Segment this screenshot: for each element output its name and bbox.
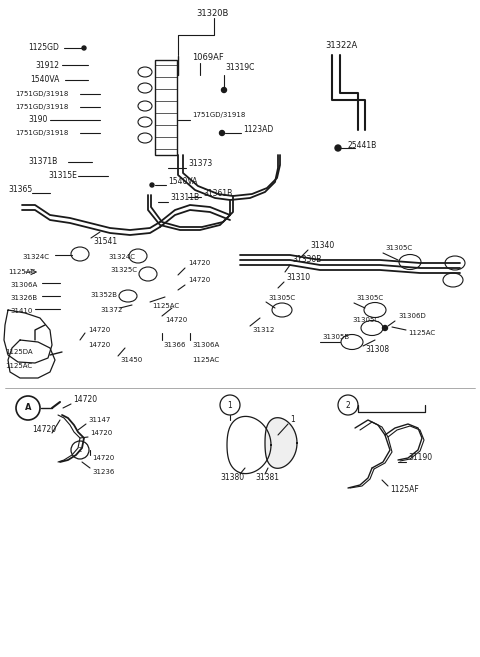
Ellipse shape <box>445 256 465 270</box>
Text: 1540VA: 1540VA <box>30 76 60 85</box>
Text: 31310: 31310 <box>286 273 310 281</box>
Text: 31311B: 31311B <box>170 194 199 202</box>
Text: 31381: 31381 <box>255 474 279 482</box>
Text: 31371B: 31371B <box>28 158 57 166</box>
Ellipse shape <box>138 101 152 111</box>
Text: 25441B: 25441B <box>348 141 377 150</box>
Text: 31305C: 31305C <box>356 295 383 301</box>
Text: 31372: 31372 <box>100 307 122 313</box>
Text: 1125GD: 1125GD <box>28 43 59 53</box>
Text: 1125AC: 1125AC <box>152 303 179 309</box>
Text: 31306A: 31306A <box>10 282 37 288</box>
Ellipse shape <box>443 273 463 287</box>
Text: 31330B: 31330B <box>292 256 322 265</box>
Text: 3190: 3190 <box>28 116 48 124</box>
Text: 1751GD/31918: 1751GD/31918 <box>15 91 68 97</box>
Text: 31410: 31410 <box>10 308 32 314</box>
Text: 31306A: 31306A <box>192 342 219 348</box>
Text: 31312: 31312 <box>252 327 275 333</box>
Text: 31326B: 31326B <box>10 295 37 301</box>
Text: 14720: 14720 <box>188 277 210 283</box>
Text: 31147: 31147 <box>88 417 110 423</box>
Circle shape <box>150 183 154 187</box>
Text: 14720: 14720 <box>73 396 97 405</box>
Polygon shape <box>265 418 297 468</box>
Text: 1125AF: 1125AF <box>390 486 419 495</box>
Text: 31366: 31366 <box>163 342 185 348</box>
Text: 31325C: 31325C <box>110 267 137 273</box>
Text: A: A <box>25 403 31 413</box>
Text: 31305B: 31305B <box>322 334 349 340</box>
Circle shape <box>220 395 240 415</box>
Ellipse shape <box>399 254 421 269</box>
Circle shape <box>335 145 341 151</box>
Text: 1751GD/31918: 1751GD/31918 <box>15 104 68 110</box>
Text: 31190: 31190 <box>408 453 432 463</box>
Text: 14720: 14720 <box>188 260 210 266</box>
Ellipse shape <box>364 302 386 317</box>
Text: 31373: 31373 <box>188 158 212 168</box>
Text: 1751GD/31918: 1751GD/31918 <box>15 130 68 136</box>
Text: 2: 2 <box>78 447 82 453</box>
Text: 1751GD/31918: 1751GD/31918 <box>192 112 245 118</box>
Text: 14720: 14720 <box>92 455 114 461</box>
Circle shape <box>71 441 89 459</box>
Text: 1125DA: 1125DA <box>5 349 33 355</box>
Text: 14720: 14720 <box>88 327 110 333</box>
Text: 1: 1 <box>290 415 295 424</box>
Text: 1125AC: 1125AC <box>5 363 32 369</box>
Text: 31320B: 31320B <box>196 9 228 18</box>
Circle shape <box>16 396 40 420</box>
Text: 1: 1 <box>228 401 232 409</box>
Ellipse shape <box>272 303 292 317</box>
Ellipse shape <box>138 67 152 77</box>
Text: 31541: 31541 <box>93 237 117 246</box>
Text: 1125AC: 1125AC <box>192 357 219 363</box>
Circle shape <box>221 87 227 93</box>
Ellipse shape <box>71 247 89 261</box>
Text: 31912: 31912 <box>35 60 59 70</box>
Circle shape <box>219 131 225 135</box>
Text: 1069AF: 1069AF <box>192 53 224 62</box>
Text: 14720: 14720 <box>88 342 110 348</box>
Ellipse shape <box>138 83 152 93</box>
Text: 1125AC: 1125AC <box>8 269 35 275</box>
Text: 31319C: 31319C <box>225 64 254 72</box>
Ellipse shape <box>138 133 152 143</box>
Text: 31324C: 31324C <box>22 254 49 260</box>
Text: 31361B: 31361B <box>203 189 232 198</box>
Text: 31352B: 31352B <box>90 292 117 298</box>
Ellipse shape <box>119 290 137 302</box>
Text: 31322A: 31322A <box>325 41 357 49</box>
Ellipse shape <box>138 117 152 127</box>
Bar <box>155 60 177 155</box>
Text: 2: 2 <box>346 401 350 409</box>
Text: 31380: 31380 <box>220 474 244 482</box>
Text: 31315E: 31315E <box>48 171 77 181</box>
Ellipse shape <box>139 267 157 281</box>
Text: 31365: 31365 <box>8 185 32 194</box>
Text: 1123AD: 1123AD <box>243 125 273 135</box>
Circle shape <box>82 46 86 50</box>
Text: 14720: 14720 <box>165 317 187 323</box>
Circle shape <box>383 325 387 330</box>
Text: 31305C: 31305C <box>385 245 412 251</box>
Text: 31324C: 31324C <box>108 254 135 260</box>
Text: 1125AC: 1125AC <box>408 330 435 336</box>
Text: 31236: 31236 <box>92 469 114 475</box>
Text: 31306D: 31306D <box>398 313 426 319</box>
Ellipse shape <box>129 249 147 263</box>
Ellipse shape <box>361 321 383 336</box>
Text: 31308: 31308 <box>365 346 389 355</box>
Text: 1540VA: 1540VA <box>168 177 197 185</box>
Ellipse shape <box>341 334 363 350</box>
Text: 31340: 31340 <box>310 240 334 250</box>
Circle shape <box>338 395 358 415</box>
Text: 31305C: 31305C <box>268 295 295 301</box>
Text: 14720: 14720 <box>32 426 56 434</box>
Text: 14720: 14720 <box>90 430 112 436</box>
Text: 31450: 31450 <box>120 357 142 363</box>
Text: 31305C: 31305C <box>352 317 379 323</box>
